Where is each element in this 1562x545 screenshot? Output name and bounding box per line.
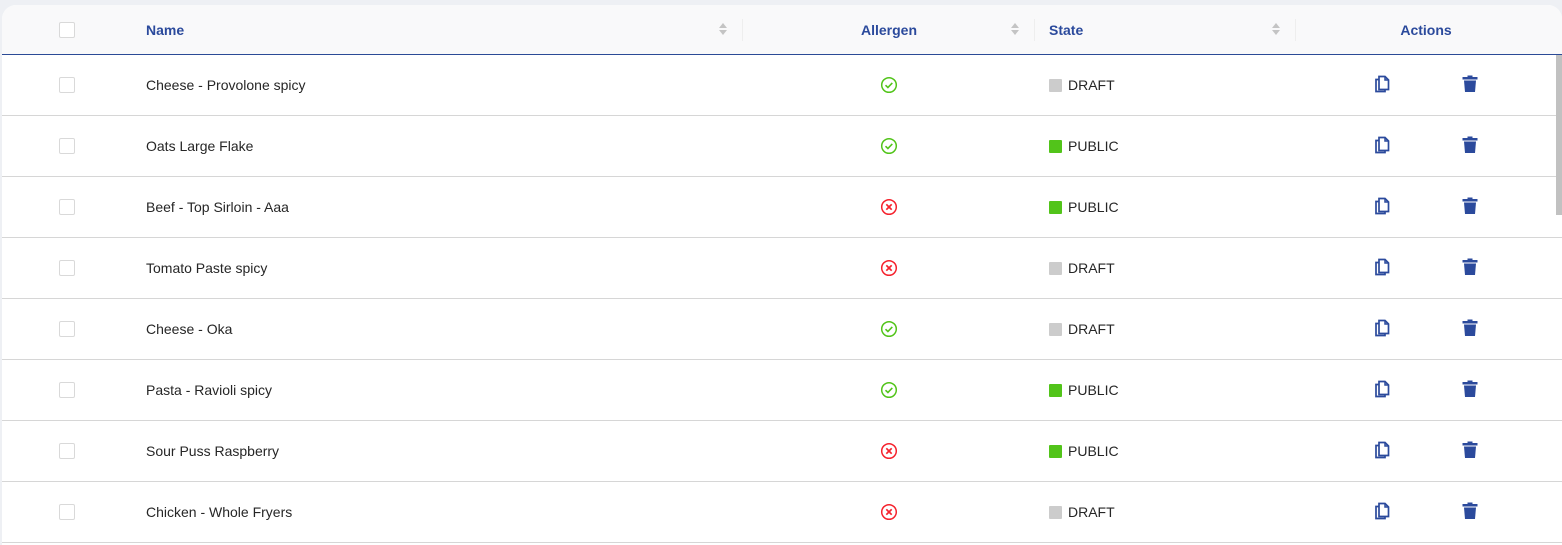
- state-indicator: [1049, 261, 1062, 275]
- row-checkbox[interactable]: [59, 504, 75, 520]
- row-checkbox[interactable]: [59, 321, 75, 337]
- products-table: Name Allergen State Actions Cheese - Pro…: [2, 5, 1562, 545]
- state-indicator: [1049, 444, 1062, 458]
- state-badge: PUBLIC: [1049, 421, 1119, 481]
- state-label: PUBLIC: [1068, 382, 1119, 398]
- product-name: Oats Large Flake: [146, 138, 254, 154]
- table-row: Oats Large Flake PUBLIC: [2, 116, 1562, 177]
- state-badge: DRAFT: [1049, 238, 1115, 298]
- column-header-actions: Actions: [1400, 22, 1452, 38]
- table-row: Chicken - Whole Fryers DRAFT: [2, 482, 1562, 543]
- check-circle-icon: [880, 137, 898, 155]
- table-row: Sour Puss Raspberry PUBLIC: [2, 421, 1562, 482]
- table-row: Beef - Top Sirloin - Aaa PUBLIC: [2, 177, 1562, 238]
- table-row: Tomato Paste spicy DRAFT: [2, 238, 1562, 299]
- copy-icon[interactable]: [1371, 500, 1393, 522]
- trash-icon[interactable]: [1459, 317, 1481, 339]
- copy-icon[interactable]: [1371, 73, 1393, 95]
- row-checkbox[interactable]: [59, 199, 75, 215]
- copy-icon[interactable]: [1371, 378, 1393, 400]
- table-header: Name Allergen State Actions: [2, 5, 1562, 55]
- trash-icon[interactable]: [1459, 256, 1481, 278]
- state-badge: PUBLIC: [1049, 116, 1119, 176]
- product-name: Beef - Top Sirloin - Aaa: [146, 199, 289, 215]
- product-name: Tomato Paste spicy: [146, 260, 268, 276]
- trash-icon[interactable]: [1459, 195, 1481, 217]
- state-badge: PUBLIC: [1049, 360, 1119, 420]
- state-badge: DRAFT: [1049, 482, 1115, 542]
- copy-icon[interactable]: [1371, 317, 1393, 339]
- row-checkbox[interactable]: [59, 138, 75, 154]
- state-badge: DRAFT: [1049, 299, 1115, 359]
- table-row: Cheese - Provolone spicy DRAFT: [2, 55, 1562, 116]
- trash-icon[interactable]: [1459, 500, 1481, 522]
- close-circle-icon: [880, 198, 898, 216]
- state-label: PUBLIC: [1068, 443, 1119, 459]
- state-label: DRAFT: [1068, 77, 1115, 93]
- check-circle-icon: [880, 381, 898, 399]
- row-checkbox[interactable]: [59, 260, 75, 276]
- row-checkbox[interactable]: [59, 443, 75, 459]
- sort-icon[interactable]: [719, 23, 727, 37]
- copy-icon[interactable]: [1371, 134, 1393, 156]
- trash-icon[interactable]: [1459, 134, 1481, 156]
- check-circle-icon: [880, 320, 898, 338]
- sort-icon[interactable]: [1011, 23, 1019, 37]
- state-label: PUBLIC: [1068, 138, 1119, 154]
- close-circle-icon: [880, 442, 898, 460]
- scrollbar[interactable]: [1556, 55, 1562, 215]
- trash-icon[interactable]: [1459, 378, 1481, 400]
- column-header-allergen[interactable]: Allergen: [860, 22, 917, 38]
- row-checkbox[interactable]: [59, 77, 75, 93]
- table-body: Cheese - Provolone spicy DRAFT Oats Larg…: [2, 55, 1562, 543]
- close-circle-icon: [880, 503, 898, 521]
- state-badge: PUBLIC: [1049, 177, 1119, 237]
- trash-icon[interactable]: [1459, 73, 1481, 95]
- state-label: DRAFT: [1068, 321, 1115, 337]
- state-indicator: [1049, 383, 1062, 397]
- product-name: Pasta - Ravioli spicy: [146, 382, 273, 398]
- state-indicator: [1049, 322, 1062, 336]
- state-label: PUBLIC: [1068, 199, 1119, 215]
- state-indicator: [1049, 139, 1062, 153]
- state-indicator: [1049, 200, 1062, 214]
- close-circle-icon: [880, 259, 898, 277]
- column-divider: [742, 19, 743, 41]
- copy-icon[interactable]: [1371, 195, 1393, 217]
- sort-icon[interactable]: [1272, 23, 1280, 37]
- product-name: Chicken - Whole Fryers: [146, 504, 293, 520]
- column-header-name[interactable]: Name: [146, 22, 185, 38]
- select-all-checkbox[interactable]: [59, 22, 75, 38]
- state-indicator: [1049, 505, 1062, 519]
- column-header-state[interactable]: State: [1049, 22, 1084, 38]
- state-badge: DRAFT: [1049, 55, 1115, 115]
- state-label: DRAFT: [1068, 260, 1115, 276]
- table-row: Cheese - Oka DRAFT: [2, 299, 1562, 360]
- copy-icon[interactable]: [1371, 439, 1393, 461]
- state-indicator: [1049, 78, 1062, 92]
- copy-icon[interactable]: [1371, 256, 1393, 278]
- product-name: Sour Puss Raspberry: [146, 443, 280, 459]
- product-name: Cheese - Provolone spicy: [146, 77, 306, 93]
- trash-icon[interactable]: [1459, 439, 1481, 461]
- row-checkbox[interactable]: [59, 382, 75, 398]
- state-label: DRAFT: [1068, 504, 1115, 520]
- column-divider: [1295, 19, 1296, 41]
- column-divider: [1034, 19, 1035, 41]
- product-name: Cheese - Oka: [146, 321, 233, 337]
- table-row: Pasta - Ravioli spicy PUBLIC: [2, 360, 1562, 421]
- check-circle-icon: [880, 76, 898, 94]
